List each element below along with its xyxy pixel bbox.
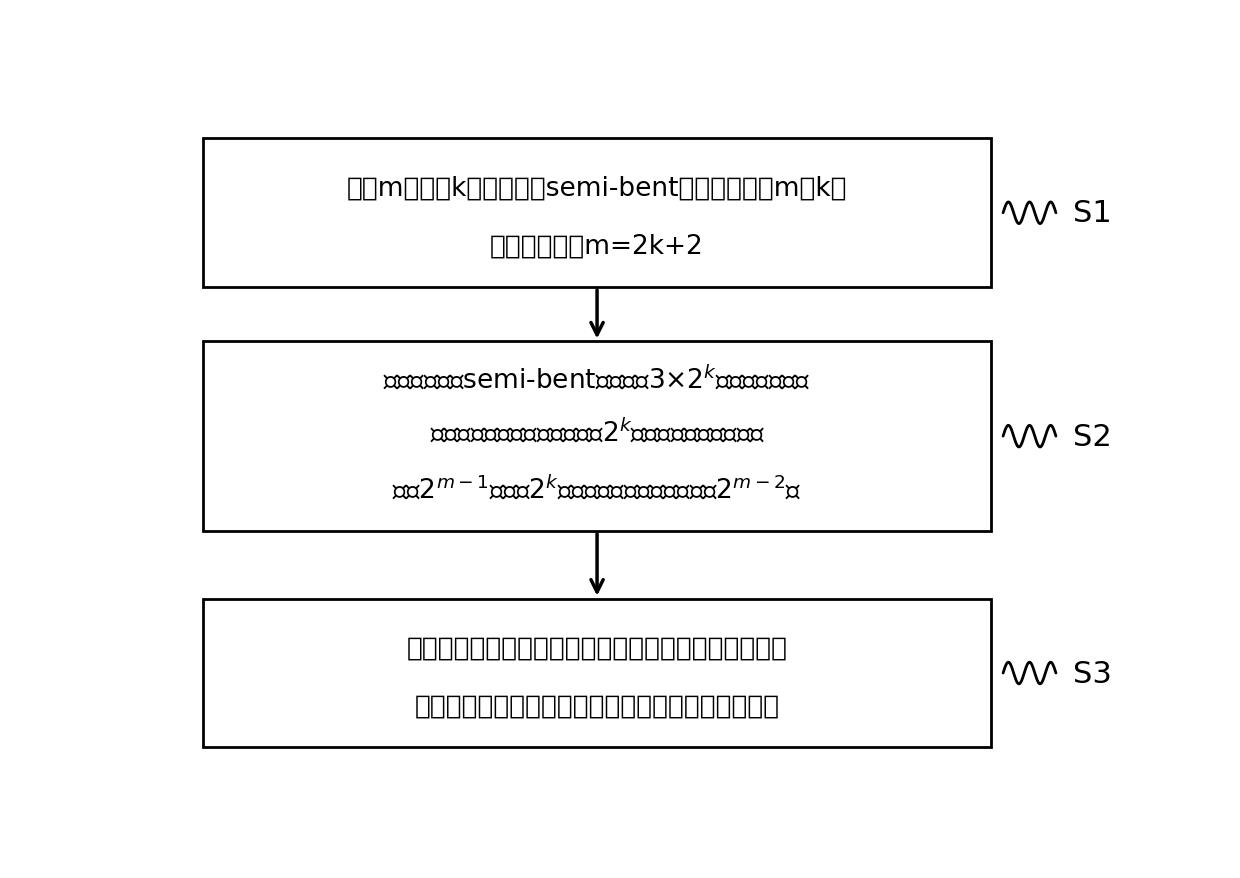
FancyBboxPatch shape [203,140,991,288]
FancyBboxPatch shape [203,599,991,748]
Text: 为正整数，且m=2k+2: 为正整数，且m=2k+2 [490,234,704,259]
Text: 利用所述向量semi-bent函数构造3×2$^k$个正交序列集，: 利用所述向量semi-bent函数构造3×2$^k$个正交序列集， [383,365,811,394]
Text: 目是2$^{m-1}$个，有2$^k$个正交序列集的序列数目是2$^{m-2}$个: 目是2$^{m-1}$个，有2$^k$个正交序列集的序列数目是2$^{m-2}$… [392,475,802,504]
Text: S2: S2 [1073,422,1111,451]
Text: 选取m输入、k输出的向量semi-bent函数，其中，m、k均: 选取m输入、k输出的向量semi-bent函数，其中，m、k均 [347,176,847,201]
Text: S3: S3 [1073,658,1111,687]
Text: 其中，所述正交序列集中，有2$^k$个正交序列集的序列数: 其中，所述正交序列集中，有2$^k$个正交序列集的序列数 [429,418,765,448]
Text: 窝内的序列相互正交，且相邻蜂窝的序列集相互正交: 窝内的序列相互正交，且相邻蜂窝的序列集相互正交 [414,693,780,719]
Text: 将所述正交序列集按照预定规则排列蜂窝，以使所述蜂: 将所述正交序列集按照预定规则排列蜂窝，以使所述蜂 [407,635,787,661]
FancyBboxPatch shape [203,342,991,531]
Text: S1: S1 [1073,199,1111,228]
